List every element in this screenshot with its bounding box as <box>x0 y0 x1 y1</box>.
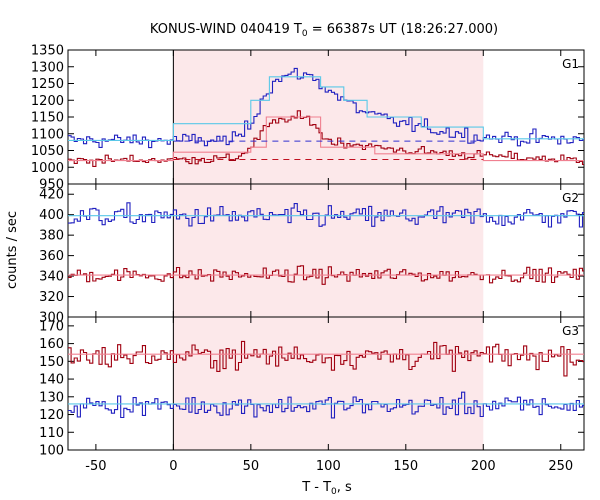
y-tick-label: 150 <box>39 355 64 370</box>
panel-g3 <box>68 340 584 419</box>
y-tick-label: 160 <box>39 337 64 352</box>
fit-red-g1 <box>68 116 584 162</box>
x-tick-label: -50 <box>85 459 106 474</box>
x-tick-label: 200 <box>471 459 496 474</box>
y-tick-label: 140 <box>39 373 64 388</box>
series-red-g2 <box>68 265 584 285</box>
x-axis-label: T - T0, s <box>301 480 352 497</box>
data-layer <box>68 67 584 419</box>
series-blue-g3 <box>68 391 584 419</box>
series-red-g1 <box>68 110 584 167</box>
panel-frame <box>67 316 585 451</box>
y-tick-label: 130 <box>39 390 64 405</box>
y-tick-label: 300 <box>39 311 64 326</box>
y-tick-label: 360 <box>39 249 64 264</box>
series-red-g3 <box>68 340 584 377</box>
highlight-band <box>173 50 484 450</box>
y-tick-label: 1050 <box>31 144 64 159</box>
x-tick-label: 100 <box>316 459 341 474</box>
y-tick-label: 1250 <box>31 77 64 92</box>
y-axis-label: counts / sec <box>5 211 20 289</box>
panel-g2 <box>68 202 584 285</box>
panel-label-g1: G1 <box>562 57 579 71</box>
highlight-band-layer <box>173 50 484 450</box>
x-tick-label: 0 <box>169 459 177 474</box>
y-tick-label: 170 <box>39 319 64 334</box>
y-tick-label: 1300 <box>31 60 64 75</box>
y-tick-label: 100 <box>39 444 64 459</box>
text-layer: KONUS-WIND 040419 T0 = 66387s UT (18:26:… <box>5 22 579 497</box>
panel-label-g2: G2 <box>562 191 579 205</box>
chart-title: KONUS-WIND 040419 T0 = 66387s UT (18:26:… <box>150 22 498 39</box>
y-tick-label: 1200 <box>31 94 64 109</box>
panel-label-g3: G3 <box>562 324 579 338</box>
fit-blue-g1 <box>68 76 584 141</box>
x-tick-label: 50 <box>243 459 260 474</box>
y-tick-label: 120 <box>39 408 64 423</box>
x-tick-label: 250 <box>548 459 573 474</box>
y-tick-label: 1350 <box>31 44 64 59</box>
y-tick-label: 320 <box>39 290 64 305</box>
y-tick-label: 950 <box>39 178 64 193</box>
y-tick-label: 110 <box>39 426 64 441</box>
series-blue-g1 <box>68 67 584 149</box>
y-tick-label: 340 <box>39 270 64 285</box>
y-tick-label: 400 <box>39 208 64 223</box>
y-tick-label: 420 <box>39 188 64 203</box>
y-tick-label: 1150 <box>31 111 64 126</box>
y-tick-label: 1000 <box>31 161 64 176</box>
x-tick-label: 150 <box>393 459 418 474</box>
y-tick-label: 1100 <box>31 127 64 142</box>
panel-g1 <box>68 67 584 167</box>
series-blue-g2 <box>68 202 584 228</box>
y-tick-label: 380 <box>39 229 64 244</box>
